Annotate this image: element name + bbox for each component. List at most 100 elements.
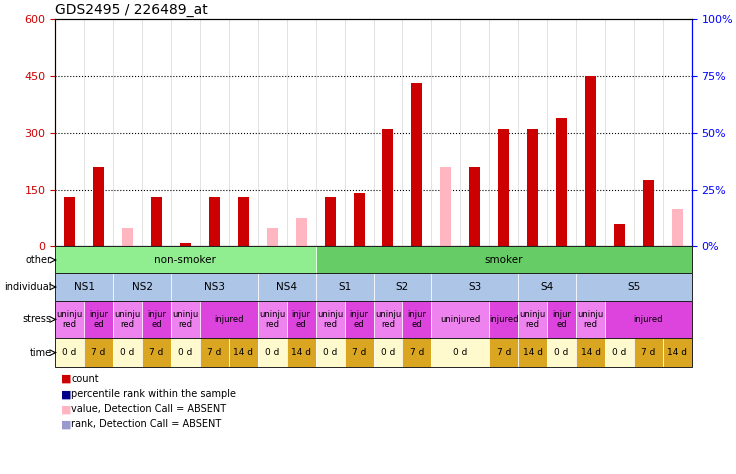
Text: ■: ■ bbox=[61, 419, 71, 429]
Bar bbox=[373, 273, 431, 301]
Bar bbox=[518, 301, 547, 338]
Bar bbox=[344, 301, 373, 338]
Bar bbox=[142, 301, 171, 338]
Bar bbox=[151, 197, 162, 246]
Bar bbox=[527, 129, 538, 246]
Text: S5: S5 bbox=[627, 282, 640, 292]
Text: count: count bbox=[71, 374, 99, 384]
Text: uninju
red: uninju red bbox=[259, 310, 286, 329]
Bar bbox=[296, 218, 307, 246]
Text: 7 d: 7 d bbox=[91, 348, 106, 357]
Bar bbox=[440, 167, 451, 246]
Bar bbox=[171, 301, 200, 338]
Bar bbox=[672, 209, 683, 246]
Text: uninju
red: uninju red bbox=[114, 310, 141, 329]
Bar bbox=[373, 301, 403, 338]
Text: ■: ■ bbox=[61, 374, 71, 384]
Bar bbox=[325, 197, 336, 246]
Bar bbox=[643, 180, 654, 246]
Text: 0 d: 0 d bbox=[121, 348, 135, 357]
Bar bbox=[383, 129, 394, 246]
Bar bbox=[576, 301, 605, 338]
Bar bbox=[258, 301, 287, 338]
Bar bbox=[287, 301, 316, 338]
Bar bbox=[55, 301, 84, 338]
Text: stress: stress bbox=[23, 314, 52, 325]
Bar bbox=[403, 301, 431, 338]
Bar bbox=[200, 301, 258, 338]
Text: percentile rank within the sample: percentile rank within the sample bbox=[71, 389, 236, 399]
Bar bbox=[180, 243, 191, 246]
Text: GDS2495 / 226489_at: GDS2495 / 226489_at bbox=[55, 2, 208, 17]
Text: 7 d: 7 d bbox=[352, 348, 367, 357]
Bar bbox=[84, 301, 113, 338]
Text: 0 d: 0 d bbox=[63, 348, 77, 357]
Bar bbox=[55, 338, 84, 367]
Text: individual: individual bbox=[4, 282, 52, 292]
Text: smoker: smoker bbox=[484, 255, 523, 265]
Bar bbox=[316, 301, 344, 338]
Text: 0 d: 0 d bbox=[453, 348, 467, 357]
Bar bbox=[171, 273, 258, 301]
Bar bbox=[344, 338, 373, 367]
Bar bbox=[431, 273, 518, 301]
Text: 0 d: 0 d bbox=[554, 348, 569, 357]
Text: NS1: NS1 bbox=[74, 282, 95, 292]
Text: injured: injured bbox=[214, 315, 244, 324]
Text: 0 d: 0 d bbox=[381, 348, 395, 357]
Bar bbox=[266, 228, 277, 246]
Text: time: time bbox=[29, 347, 52, 358]
Text: injur
ed: injur ed bbox=[291, 310, 311, 329]
Bar bbox=[200, 338, 229, 367]
Bar bbox=[411, 83, 422, 246]
Text: uninju
red: uninju red bbox=[57, 310, 82, 329]
Text: S4: S4 bbox=[540, 282, 553, 292]
Text: injur
ed: injur ed bbox=[147, 310, 166, 329]
Bar bbox=[585, 76, 596, 246]
Bar bbox=[316, 273, 373, 301]
Bar bbox=[142, 338, 171, 367]
Text: NS3: NS3 bbox=[204, 282, 225, 292]
Bar bbox=[229, 338, 258, 367]
Text: 7 d: 7 d bbox=[149, 348, 163, 357]
Text: injur
ed: injur ed bbox=[89, 310, 108, 329]
Text: 7 d: 7 d bbox=[641, 348, 656, 357]
Bar bbox=[547, 301, 576, 338]
Bar bbox=[373, 338, 403, 367]
Bar bbox=[518, 273, 576, 301]
Bar bbox=[84, 338, 113, 367]
Bar bbox=[55, 246, 692, 273]
Bar bbox=[238, 197, 249, 246]
Bar bbox=[576, 273, 692, 301]
Bar bbox=[55, 301, 692, 338]
Bar bbox=[576, 338, 605, 367]
Text: value, Detection Call = ABSENT: value, Detection Call = ABSENT bbox=[71, 404, 227, 414]
Bar bbox=[498, 129, 509, 246]
Text: other: other bbox=[26, 255, 52, 265]
Bar bbox=[431, 338, 489, 367]
Text: S2: S2 bbox=[396, 282, 409, 292]
Bar bbox=[93, 167, 104, 246]
Text: non-smoker: non-smoker bbox=[155, 255, 216, 265]
Text: 7 d: 7 d bbox=[497, 348, 511, 357]
Bar bbox=[556, 118, 567, 246]
Bar bbox=[431, 301, 489, 338]
Bar bbox=[663, 338, 692, 367]
Text: 14 d: 14 d bbox=[581, 348, 601, 357]
Bar bbox=[64, 197, 75, 246]
Bar bbox=[634, 338, 663, 367]
Bar bbox=[316, 246, 692, 273]
Text: uninju
red: uninju red bbox=[172, 310, 199, 329]
Bar bbox=[489, 338, 518, 367]
Bar bbox=[209, 197, 220, 246]
Bar bbox=[547, 338, 576, 367]
Bar bbox=[122, 228, 133, 246]
Text: 7 d: 7 d bbox=[207, 348, 222, 357]
Text: uninju
red: uninju red bbox=[520, 310, 546, 329]
Bar bbox=[113, 273, 171, 301]
Bar bbox=[55, 273, 692, 301]
Text: 14 d: 14 d bbox=[668, 348, 687, 357]
Bar bbox=[489, 301, 518, 338]
Text: 14 d: 14 d bbox=[291, 348, 311, 357]
Bar bbox=[605, 338, 634, 367]
